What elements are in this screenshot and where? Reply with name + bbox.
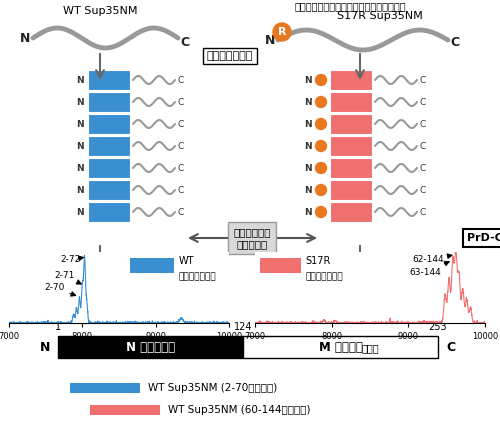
Text: N: N	[40, 340, 50, 353]
Text: １７番目のセリンをアルギニンに置換した: １７番目のセリンをアルギニンに置換した	[294, 1, 406, 11]
Text: アミロイドコア: アミロイドコア	[178, 272, 216, 281]
Text: C: C	[420, 142, 426, 151]
Text: N 　ドメイン: N ドメイン	[126, 340, 176, 353]
Text: N: N	[76, 207, 84, 216]
Text: 124: 124	[234, 322, 252, 332]
Text: C: C	[178, 120, 184, 129]
Bar	[88, 70, 130, 90]
Text: PrD-C: PrD-C	[467, 233, 500, 243]
Text: C: C	[178, 185, 184, 194]
Text: S17R: S17R	[306, 256, 331, 266]
Bar	[330, 180, 372, 200]
Circle shape	[273, 23, 291, 41]
Text: アミロイド形成: アミロイド形成	[207, 51, 253, 61]
Bar	[70, 383, 140, 393]
Text: 2-70: 2-70	[44, 284, 76, 296]
Text: M ドメイン: M ドメイン	[319, 340, 362, 353]
Text: N: N	[304, 207, 312, 216]
Circle shape	[316, 207, 326, 217]
Text: N: N	[304, 76, 312, 85]
Text: C: C	[178, 98, 184, 107]
Text: N: N	[304, 185, 312, 194]
Text: 構造の異なる
アミロイド: 構造の異なる アミロイド	[233, 227, 271, 249]
Text: R: R	[278, 27, 286, 37]
Bar	[88, 158, 130, 178]
X-axis label: 分子量: 分子量	[361, 343, 379, 353]
Text: N: N	[304, 164, 312, 172]
Text: WT Sup35NM (60-144アミノ酸): WT Sup35NM (60-144アミノ酸)	[168, 405, 310, 415]
Bar	[330, 92, 372, 112]
Bar	[330, 158, 372, 178]
Text: C: C	[178, 76, 184, 85]
Text: C: C	[420, 120, 426, 129]
Text: N: N	[304, 120, 312, 129]
Text: C: C	[420, 76, 426, 85]
Bar	[330, 70, 372, 90]
Text: C: C	[420, 164, 426, 172]
Text: N: N	[304, 98, 312, 107]
Text: 63-144: 63-144	[410, 262, 449, 277]
Text: S17R Sup35NM: S17R Sup35NM	[337, 11, 423, 21]
Text: アミロイドコア: アミロイドコア	[306, 272, 343, 281]
Text: C: C	[446, 340, 455, 353]
Text: C: C	[178, 142, 184, 151]
Text: C: C	[178, 207, 184, 216]
Text: N: N	[76, 142, 84, 151]
Text: N: N	[76, 185, 84, 194]
Text: C: C	[420, 207, 426, 216]
Bar	[88, 114, 130, 134]
Text: N: N	[76, 76, 84, 85]
Bar	[88, 202, 130, 222]
Text: N: N	[304, 142, 312, 151]
Bar	[88, 136, 130, 156]
Text: N: N	[265, 34, 275, 47]
Bar	[244, 336, 438, 358]
Circle shape	[316, 96, 326, 108]
Text: C: C	[178, 164, 184, 172]
Text: WT Sup35NM: WT Sup35NM	[63, 6, 137, 16]
Bar	[330, 114, 372, 134]
Text: 2-71: 2-71	[54, 271, 81, 284]
Circle shape	[316, 74, 326, 86]
Text: 2-72: 2-72	[60, 255, 84, 264]
Circle shape	[316, 141, 326, 151]
Bar	[330, 202, 372, 222]
Bar	[88, 180, 130, 200]
Text: C: C	[420, 98, 426, 107]
X-axis label: 分子量: 分子量	[110, 343, 128, 353]
Bar	[330, 136, 372, 156]
Text: C: C	[420, 185, 426, 194]
Circle shape	[316, 185, 326, 195]
Text: N: N	[20, 31, 30, 44]
Text: WT: WT	[178, 256, 194, 266]
Text: N: N	[76, 120, 84, 129]
Text: 1: 1	[55, 322, 61, 332]
Text: WT Sup35NM (2-70アミノ酸): WT Sup35NM (2-70アミノ酸)	[148, 383, 277, 393]
Circle shape	[316, 163, 326, 173]
Bar	[90, 405, 160, 415]
Bar	[88, 92, 130, 112]
Bar	[58, 336, 244, 358]
Text: N: N	[76, 164, 84, 172]
Circle shape	[316, 119, 326, 129]
Text: 62-144: 62-144	[412, 254, 452, 264]
Text: N: N	[76, 98, 84, 107]
Text: C: C	[450, 35, 460, 48]
Text: C: C	[180, 35, 190, 48]
Text: 253: 253	[428, 322, 448, 332]
